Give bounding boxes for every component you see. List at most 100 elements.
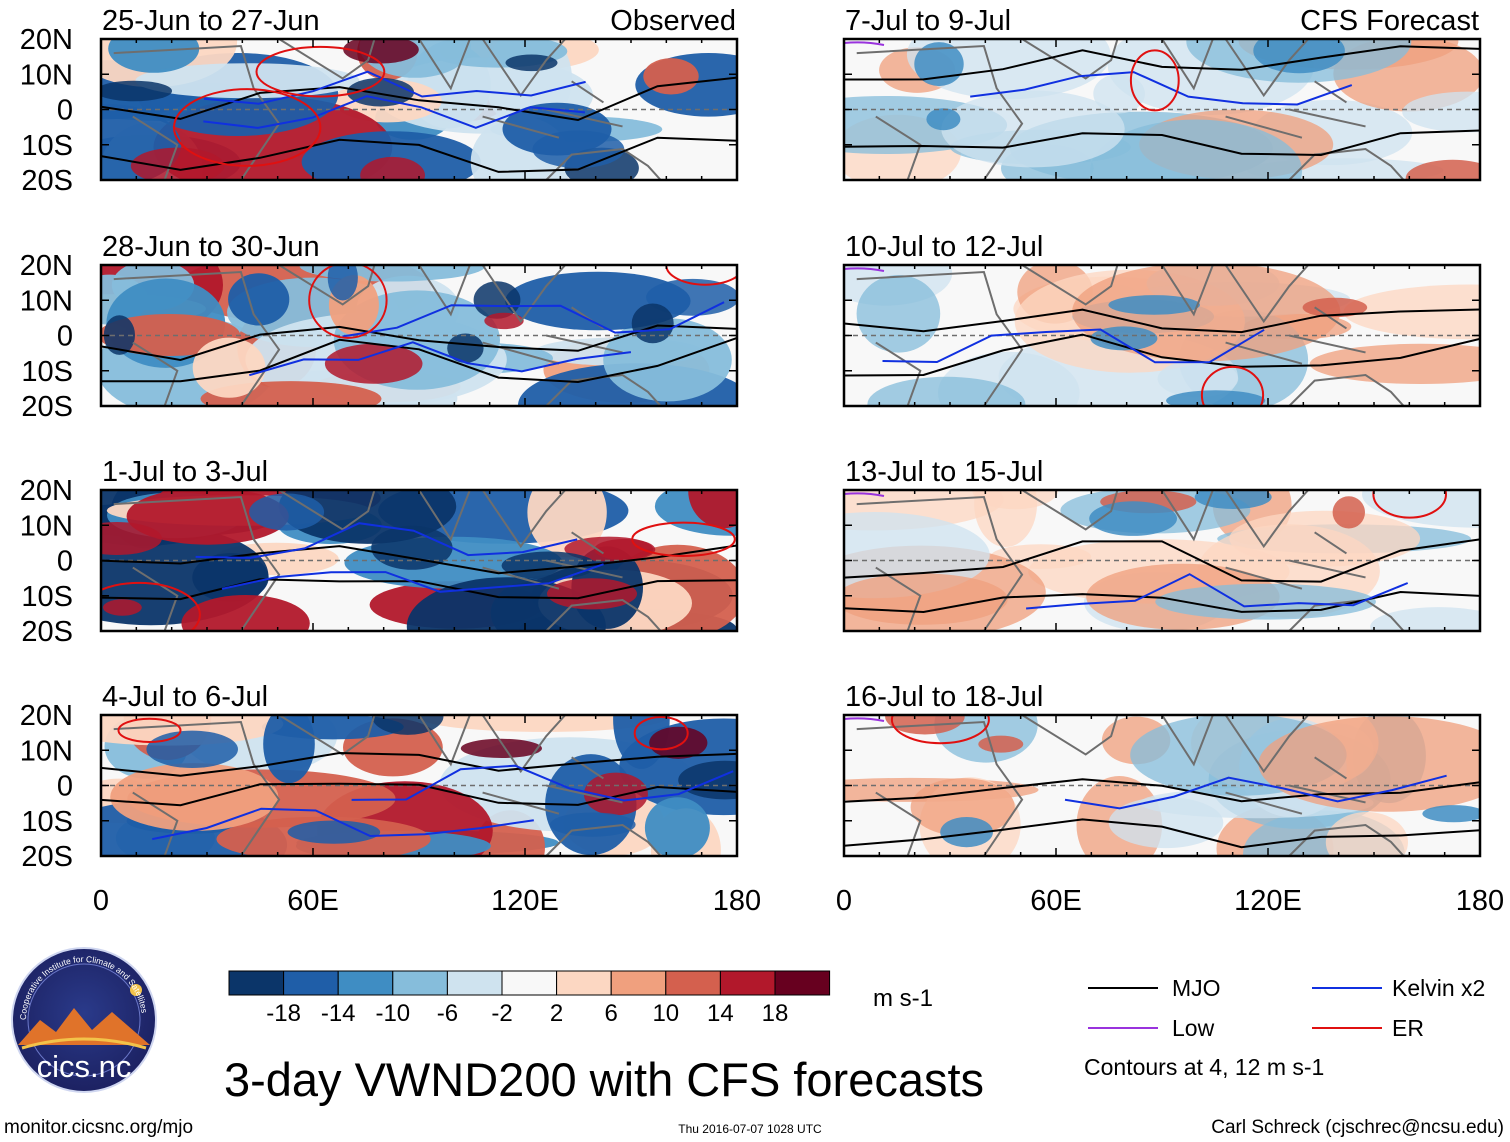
legend-label-kelvin: Kelvin x2 bbox=[1392, 975, 1485, 1001]
panel-title: 25-Jun to 27-Jun bbox=[102, 5, 320, 37]
colorbar-tick-label: -14 bbox=[321, 1000, 356, 1027]
y-tick-label: 20N bbox=[20, 24, 73, 56]
er-contour bbox=[631, 521, 736, 557]
legend-label-er: ER bbox=[1392, 1015, 1424, 1041]
colorbar-swatch bbox=[228, 970, 285, 996]
low-contour bbox=[844, 41, 885, 46]
x-tick-label: 60E bbox=[1030, 885, 1082, 917]
mjo-contour bbox=[101, 336, 737, 384]
y-tick-label: 10S bbox=[21, 356, 73, 388]
er-contour bbox=[117, 717, 182, 744]
panel-7: 13-Jul to 15-Jul bbox=[842, 456, 1482, 633]
er-contour bbox=[101, 581, 201, 631]
colorbar-swatch bbox=[556, 970, 612, 996]
panel-label: CFS Forecast bbox=[1300, 5, 1479, 37]
mjo-contour bbox=[844, 333, 1480, 377]
mjo-contour bbox=[101, 136, 737, 173]
er-contour bbox=[1129, 49, 1180, 112]
mjo-contour bbox=[101, 76, 737, 122]
er-contour bbox=[173, 88, 322, 167]
y-tick-label: 10S bbox=[21, 581, 73, 613]
kelvin-contour bbox=[1026, 573, 1409, 610]
panel-title: 10-Jul to 12-Jul bbox=[845, 231, 1043, 263]
y-tick-label: 20N bbox=[20, 700, 73, 732]
colorbar-swatch bbox=[665, 970, 721, 996]
y-tick-label: 10N bbox=[20, 510, 73, 542]
colorbar-swatch bbox=[283, 970, 339, 996]
y-tick-label: 10N bbox=[20, 735, 73, 767]
legend-label-low: Low bbox=[1172, 1015, 1215, 1041]
mjo-contour bbox=[844, 590, 1480, 614]
colorbar: -18 -14 -10 -6 -2 2 6 10 14 18 bbox=[228, 970, 831, 1027]
colorbar-swatch bbox=[719, 970, 776, 996]
footer-timestamp: Thu 2016-07-07 1028 UTC bbox=[678, 1122, 822, 1136]
y-tick-label: 10S bbox=[21, 806, 73, 838]
low-contour bbox=[844, 492, 885, 497]
legend-contour-note: Contours at 4, 12 m s-1 bbox=[1084, 1054, 1324, 1080]
kelvin-contour bbox=[203, 95, 585, 129]
legend-label-mjo: MJO bbox=[1172, 975, 1221, 1001]
y-tick-label: 10S bbox=[21, 130, 73, 162]
logo-sun-icon bbox=[130, 984, 142, 996]
kelvin-contour bbox=[970, 71, 1353, 106]
x-tick-label: 120E bbox=[1234, 885, 1302, 917]
colorbar-swatch bbox=[774, 970, 831, 996]
y-tick-label: 20N bbox=[20, 475, 73, 507]
panel-field bbox=[844, 265, 1480, 406]
mjo-contour bbox=[101, 782, 737, 807]
mjo-contour bbox=[844, 129, 1480, 157]
panel-title: 28-Jun to 30-Jun bbox=[102, 231, 320, 263]
colorbar-tick-label: -10 bbox=[375, 1000, 410, 1027]
kelvin-contour bbox=[1064, 774, 1447, 810]
panel-5: 7-Jul to 9-Jul CFS Forecast bbox=[842, 5, 1482, 182]
colorbar-swatch bbox=[446, 970, 503, 996]
colorbar-swatch bbox=[392, 970, 448, 996]
er-contour bbox=[633, 716, 689, 751]
panel-title: 4-Jul to 6-Jul bbox=[102, 681, 268, 713]
x-axis-labels: 0 60E 120E 180 0 60E 120E 180 bbox=[93, 885, 1504, 917]
mjo-contour bbox=[101, 324, 737, 362]
y-tick-label: 0 bbox=[57, 321, 73, 353]
cics-logo: Cooperative Institute for Climate and Sa… bbox=[11, 947, 157, 1093]
kelvin-contour bbox=[249, 341, 632, 377]
panel-field bbox=[844, 715, 1480, 856]
panel-field bbox=[101, 715, 737, 856]
panel-8: 16-Jul to 18-Jul bbox=[842, 681, 1482, 858]
logo-disc bbox=[11, 947, 157, 1093]
x-tick-label: 180 bbox=[1456, 885, 1504, 917]
kelvin-contour bbox=[203, 70, 586, 105]
x-tick-label: 180 bbox=[713, 885, 761, 917]
colorbar-swatch bbox=[501, 970, 558, 996]
x-tick-label: 0 bbox=[93, 885, 109, 917]
logo-inner-ring bbox=[27, 963, 141, 1077]
colorbar-tick-label: 18 bbox=[762, 1000, 789, 1027]
logo-text: cics.nc bbox=[37, 1049, 132, 1084]
colorbar-tick-label: 6 bbox=[605, 1000, 618, 1027]
logo-mountain-icon bbox=[18, 1008, 150, 1045]
colorbar-tick-label: 14 bbox=[707, 1000, 734, 1027]
y-tick-label: 20S bbox=[21, 165, 73, 197]
y-tick-label: 10N bbox=[20, 285, 73, 317]
colorbar-swatch bbox=[337, 970, 394, 996]
panel-field bbox=[844, 39, 1480, 180]
y-tick-label: 10N bbox=[20, 59, 73, 91]
y-tick-label: 20S bbox=[21, 391, 73, 423]
panel-field bbox=[101, 265, 737, 406]
colorbar-tick-label: -2 bbox=[491, 1000, 512, 1027]
colorbar-tick-label: 10 bbox=[652, 1000, 679, 1027]
logo-wave-icon bbox=[21, 1037, 147, 1050]
low-contour bbox=[844, 267, 885, 272]
x-tick-label: 0 bbox=[836, 885, 852, 917]
colorbar-tick-label: -6 bbox=[437, 1000, 458, 1027]
kelvin-contour bbox=[342, 301, 725, 338]
panel-title: 13-Jul to 15-Jul bbox=[845, 456, 1043, 488]
kelvin-contour bbox=[882, 328, 1265, 364]
mjo-contour bbox=[101, 578, 737, 601]
footer-credit: Carl Schreck (cjschrec@ncsu.edu) bbox=[1211, 1117, 1504, 1138]
kelvin-contour bbox=[221, 563, 604, 593]
